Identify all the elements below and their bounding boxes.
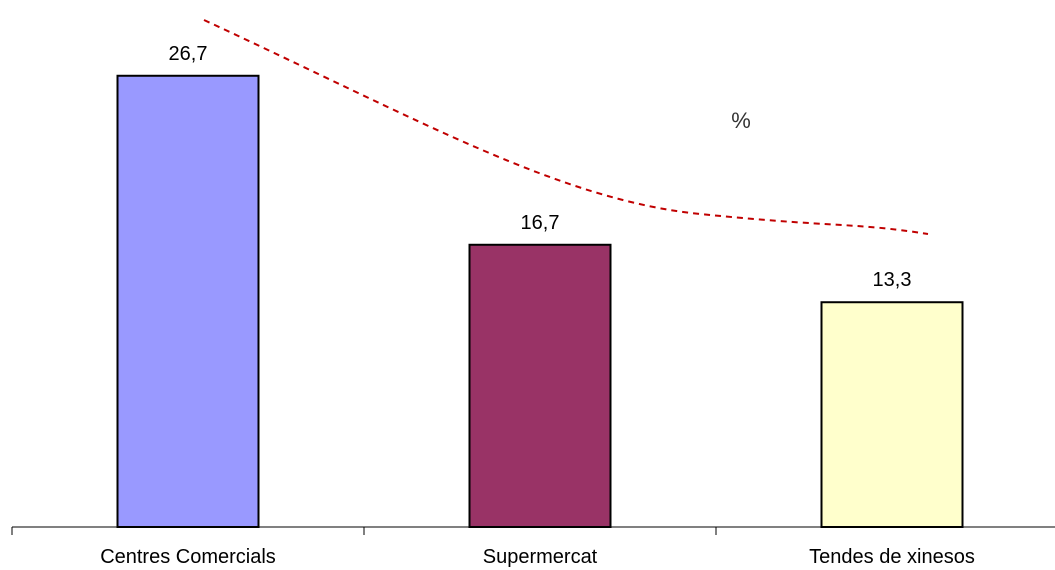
x-tick-label-0: Centres Comercials — [100, 546, 276, 568]
value-label-1: 16,7 — [521, 212, 560, 234]
x-axis-tick-labels-group: Centres Comercials Supermercat Tendes de x… — [100, 546, 975, 568]
bar-1 — [468, 243, 612, 529]
x-axis-ticks-group — [11, 527, 717, 535]
value-label-2: 13,3 — [873, 269, 912, 291]
trendline — [203, 19, 929, 235]
bar-0 — [116, 74, 260, 529]
bar-2 — [820, 301, 964, 529]
x-tick-label-1: Supermercat — [483, 546, 598, 568]
value-labels-group: 26,7 16,7 13,3 — [169, 43, 912, 291]
x-tick-label-2: Tendes de xinesos — [809, 546, 975, 568]
bars-group — [116, 74, 964, 529]
unit-label: % — [731, 108, 751, 133]
value-label-0: 26,7 — [169, 43, 208, 65]
